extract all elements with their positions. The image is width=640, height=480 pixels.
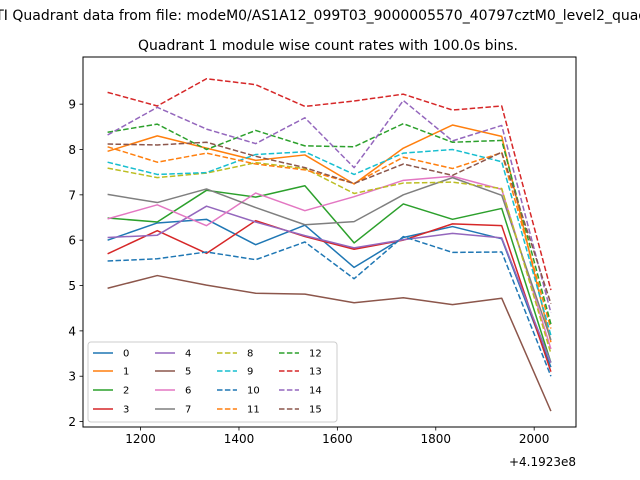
chart-suptitle: Plot for CZTI Quadrant data from file: m… — [0, 8, 640, 24]
legend-label-15: 15 — [309, 405, 322, 416]
legend-label-2: 2 — [123, 386, 129, 397]
ticks-layer: 1200 1400 1600 1800 2000 2 3 4 5 6 7 8 9 — [68, 98, 549, 446]
chart-title: Quadrant 1 module wise count rates with … — [138, 38, 518, 54]
series-line-2 — [107, 185, 552, 363]
y-tick-label: 8 — [68, 143, 76, 157]
legend-label-3: 3 — [123, 405, 129, 416]
series-line-5 — [107, 274, 552, 412]
legend-label-7: 7 — [185, 405, 191, 416]
x-tick-label: 1400 — [224, 432, 255, 446]
series-line-3 — [107, 219, 552, 372]
y-tick-label: 4 — [68, 324, 76, 338]
legend-label-0: 0 — [123, 349, 129, 360]
legend-label-5: 5 — [185, 367, 191, 378]
legend-frame — [87, 341, 338, 423]
legend-label-8: 8 — [247, 349, 253, 360]
legend-label-12: 12 — [309, 349, 322, 360]
series-layer — [107, 78, 552, 412]
legend-label-9: 9 — [247, 367, 253, 378]
legend-label-13: 13 — [309, 367, 322, 378]
y-tick-label: 2 — [68, 415, 76, 429]
y-tick-label: 7 — [68, 188, 76, 202]
x-tick-label: 1200 — [125, 432, 156, 446]
series-line-4 — [107, 205, 552, 363]
y-tick-label: 6 — [68, 234, 76, 248]
series-line-7 — [107, 176, 552, 341]
series-line-1 — [107, 124, 552, 343]
legend-label-4: 4 — [185, 349, 191, 360]
series-line-14 — [107, 99, 552, 313]
y-tick-label: 3 — [68, 370, 76, 384]
x-tick-label: 2000 — [519, 432, 550, 446]
y-tick-label: 9 — [68, 98, 76, 112]
x-axis-offset-label: +4.1923e8 — [509, 455, 576, 469]
series-line-10 — [107, 235, 552, 377]
series-line-15 — [107, 141, 552, 304]
x-tick-label: 1800 — [421, 432, 452, 446]
legend-label-11: 11 — [247, 405, 260, 416]
series-line-8 — [107, 161, 552, 354]
y-tick-label: 5 — [68, 279, 76, 293]
legend-label-14: 14 — [309, 386, 322, 397]
legend-label-10: 10 — [247, 386, 260, 397]
series-line-9 — [107, 148, 552, 336]
series-line-6 — [107, 175, 552, 350]
series-line-13 — [107, 78, 552, 291]
series-line-12 — [107, 122, 552, 325]
legend-label-6: 6 — [185, 386, 191, 397]
legend-label-1: 1 — [123, 367, 129, 378]
x-tick-label: 1600 — [322, 432, 353, 446]
